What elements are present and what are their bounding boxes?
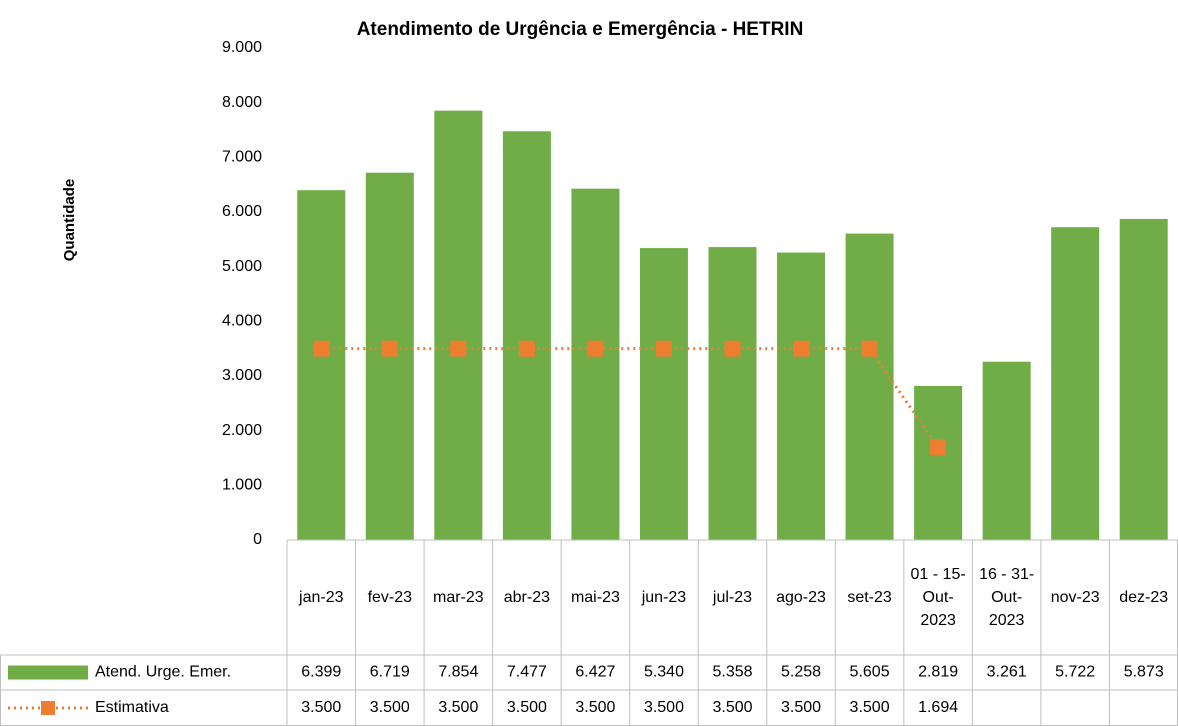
bar	[1051, 227, 1100, 540]
table-value: 1.694	[918, 699, 958, 716]
x-tick-label: mai-23	[570, 589, 620, 606]
x-tick-label: 16 - 31-Out-2023	[979, 566, 1035, 629]
y-tick-label: 5.000	[222, 258, 262, 275]
x-tick-label: mar-23	[432, 589, 484, 606]
bar	[777, 252, 826, 540]
y-tick-label: 8.000	[222, 94, 262, 111]
table-value: 3.261	[987, 664, 1027, 681]
marker	[930, 439, 947, 456]
marker	[381, 340, 398, 357]
x-tick-label: ago-23	[776, 589, 826, 606]
x-tick-label: 01 - 15-Out-2023	[910, 566, 966, 629]
chart-title: Atendimento de Urgência e Emergência - H…	[357, 19, 804, 40]
y-axis-label: Quantidade	[61, 179, 78, 262]
marker	[450, 340, 467, 357]
table-value: 3.500	[644, 699, 684, 716]
x-tick-label: nov-23	[1050, 589, 1100, 606]
marker	[724, 340, 741, 357]
x-tick-label: set-23	[847, 589, 892, 606]
table-value: 3.500	[438, 699, 478, 716]
x-tick-label: jul-23	[712, 589, 753, 606]
bar	[845, 233, 894, 541]
marker	[313, 340, 330, 357]
bar	[982, 361, 1031, 540]
table-value: 5.358	[712, 664, 752, 681]
bar	[434, 110, 483, 540]
marker	[587, 340, 604, 357]
table-value: 7.854	[438, 664, 478, 681]
legend-marker	[41, 701, 55, 715]
x-tick-label: jun-23	[641, 589, 687, 606]
x-tick-label: abr-23	[503, 589, 550, 606]
marker	[655, 340, 672, 357]
table-value: 7.477	[507, 664, 547, 681]
bar	[297, 190, 346, 541]
x-tick-label: dez-23	[1119, 589, 1169, 606]
table-value: 3.500	[507, 699, 547, 716]
table-value: 6.399	[301, 664, 341, 681]
line	[321, 347, 940, 449]
table-value: 5.722	[1055, 664, 1095, 681]
table-value: 5.258	[781, 664, 821, 681]
legend-label: Estimativa	[95, 699, 169, 716]
y-tick-label: 0	[253, 531, 262, 548]
table-value: 2.819	[918, 664, 958, 681]
table-value: 6.719	[370, 664, 410, 681]
y-tick-label: 4.000	[222, 313, 262, 330]
y-tick-label: 3.000	[222, 367, 262, 384]
table-value: 3.500	[712, 699, 752, 716]
legend-swatch	[8, 665, 88, 680]
x-tick-label: jan-23	[299, 589, 344, 606]
y-tick-label: 1.000	[222, 477, 262, 494]
x-tick-label: fev-23	[367, 589, 413, 606]
y-tick-label: 2.000	[222, 422, 262, 439]
y-tick-label: 7.000	[222, 149, 262, 166]
bar	[571, 188, 620, 540]
table-value: 3.500	[370, 699, 410, 716]
table-value: 3.500	[850, 699, 890, 716]
bar	[708, 247, 757, 540]
marker	[518, 340, 535, 357]
table-value: 6.427	[575, 664, 615, 681]
marker	[793, 340, 810, 357]
table-value: 5.873	[1124, 664, 1164, 681]
bar	[639, 248, 688, 540]
y-tick-label: 6.000	[222, 203, 262, 220]
marker	[861, 340, 878, 357]
bar	[502, 131, 551, 541]
bar	[914, 385, 963, 540]
table-value: 3.500	[781, 699, 821, 716]
table-value: 5.340	[644, 664, 684, 681]
legend-label: Atend. Urge. Emer.	[95, 664, 231, 681]
table-value: 3.500	[575, 699, 615, 716]
bar	[1119, 218, 1168, 540]
y-tick-label: 9.000	[222, 39, 262, 56]
table-value: 3.500	[301, 699, 341, 716]
table-value: 5.605	[850, 664, 890, 681]
